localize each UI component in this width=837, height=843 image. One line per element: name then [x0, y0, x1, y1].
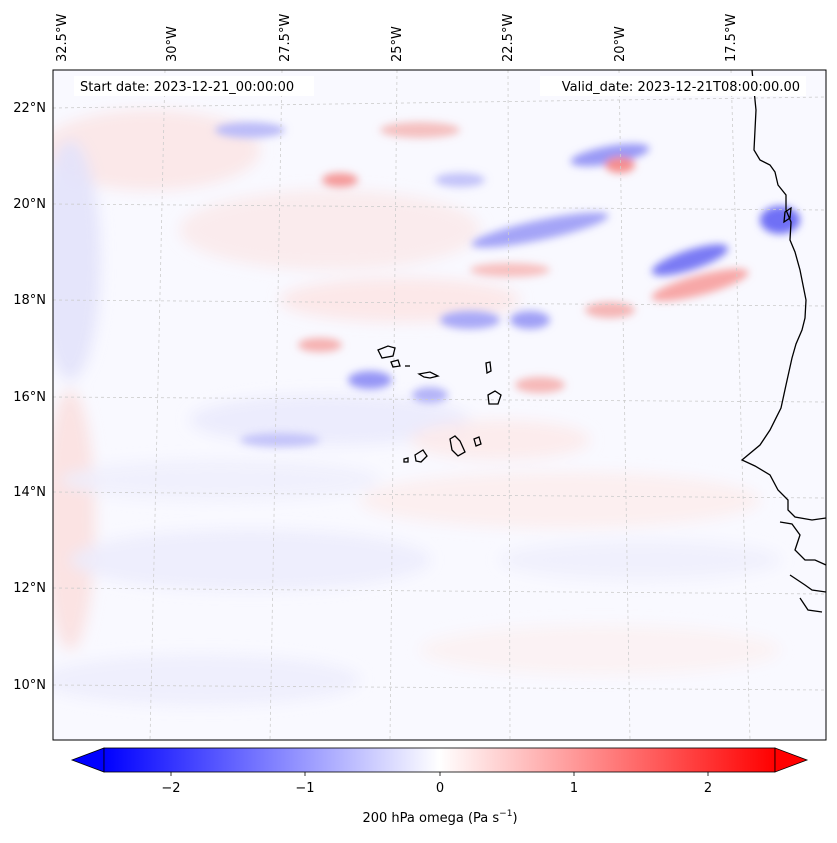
lat-label: 16°N [13, 390, 46, 405]
map-panel [53, 70, 826, 740]
latitude-labels: 22°N 20°N 18°N 16°N 14°N 12°N 10°N [13, 101, 46, 693]
omega-field-strong [215, 122, 800, 447]
lon-label: 17.5°W [724, 14, 739, 62]
lon-label: 30°W [165, 26, 180, 62]
colorbar-tick-label: 0 [436, 781, 444, 796]
omega-field [53, 110, 780, 705]
colorbar-ticks [170, 772, 709, 776]
colorbar-tick-label: 2 [704, 781, 712, 796]
colorbar-tick-label: −1 [295, 781, 314, 796]
island-sal [485, 361, 492, 375]
start-date-label: Start date: 2023-12-21_00:00:00 [80, 80, 294, 95]
lon-label: 32.5°W [55, 14, 70, 62]
longitude-labels: 32.5°W 30°W 27.5°W 25°W 22.5°W 20°W 17.5… [55, 14, 739, 62]
lat-label: 22°N [13, 101, 46, 116]
island-sao-vicente [390, 359, 401, 368]
valid-date-label: Valid_date: 2023-12-21T08:00:00.00 [562, 80, 800, 95]
colorbar-tick-label: 1 [570, 781, 578, 796]
west-africa-coast [740, 70, 826, 613]
coast-inlet [783, 206, 792, 224]
island-fogo [414, 449, 428, 463]
lat-label: 14°N [13, 485, 46, 500]
lon-label: 25°W [390, 26, 405, 62]
island-boa-vista [487, 390, 502, 405]
lat-label: 20°N [13, 197, 46, 212]
colorbar-tick-label: −2 [161, 781, 180, 796]
colorbar: −2 −1 0 1 2 200 hPa omega (Pa s−1) [70, 747, 809, 826]
lat-label: 18°N [13, 293, 46, 308]
graticule [53, 70, 826, 740]
colorbar-max-extend [774, 747, 809, 773]
lon-label: 20°W [613, 26, 628, 62]
colorbar-label: 200 hPa omega (Pa s−1) [362, 809, 517, 826]
lon-label: 22.5°W [501, 14, 516, 62]
coastline [740, 70, 826, 613]
island-brava [403, 457, 409, 463]
cape-verde-islands [377, 345, 502, 463]
lat-label: 12°N [13, 581, 46, 596]
map-frame [52, 69, 827, 741]
colorbar-min-extend [70, 747, 105, 773]
island-maio [473, 436, 482, 447]
island-sao-nicolau [417, 371, 440, 379]
island-santo-antao [377, 345, 396, 359]
colorbar-body [103, 747, 776, 773]
valid-date-box [540, 76, 806, 96]
start-date-box [74, 76, 314, 96]
lat-label: 10°N [13, 678, 46, 693]
island-santiago [449, 435, 466, 457]
lon-label: 27.5°W [278, 14, 293, 62]
